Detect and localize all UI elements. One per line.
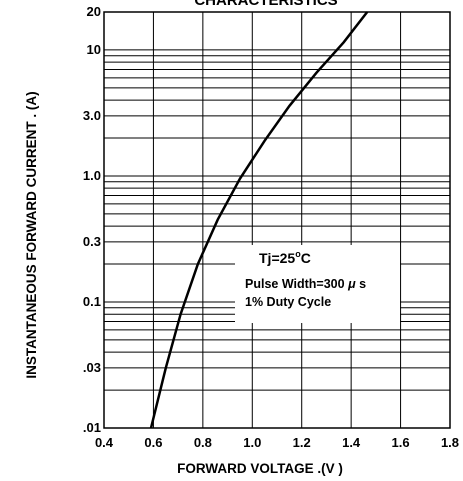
forward-current-curve <box>151 12 367 428</box>
y-tick-label: 10 <box>87 42 101 57</box>
x-tick-label: 0.6 <box>144 435 162 450</box>
chart-grid <box>104 12 450 428</box>
y-tick-label: 20 <box>87 4 101 19</box>
annotation-duty-cycle: 1% Duty Cycle <box>245 295 331 309</box>
chart-title: CHARACTERISTICS <box>194 0 337 9</box>
annotation-pulse-width: Pulse Width=300 μ s <box>245 277 366 291</box>
y-tick-label: .03 <box>83 360 101 375</box>
x-tick-label: 1.4 <box>342 435 361 450</box>
y-tick-label: 0.3 <box>83 234 101 249</box>
x-axis-ticks: 0.4 0.6 0.8 1.0 1.2 1.4 1.6 1.8 <box>95 435 459 450</box>
x-axis-label: FORWARD VOLTAGE .(V ) <box>177 461 343 476</box>
x-tick-label: 1.8 <box>441 435 459 450</box>
y-tick-label: .01 <box>83 420 101 435</box>
plot-frame <box>104 12 450 428</box>
x-tick-label: 1.2 <box>293 435 311 450</box>
annotation-temperature: Tj=25oC <box>259 249 311 266</box>
x-tick-label: 0.4 <box>95 435 114 450</box>
x-tick-label: 1.0 <box>243 435 261 450</box>
y-tick-label: 1.0 <box>83 168 101 183</box>
y-tick-label: 3.0 <box>83 108 101 123</box>
y-tick-label: 0.1 <box>83 294 101 309</box>
x-tick-label: 1.6 <box>392 435 410 450</box>
y-axis-label: INSTANTANEOUS FORWARD CURRENT . (A) <box>24 91 39 378</box>
x-tick-label: 0.8 <box>194 435 212 450</box>
y-axis-ticks: 20 10 3.0 1.0 0.3 0.1 .03 .01 <box>83 4 101 435</box>
